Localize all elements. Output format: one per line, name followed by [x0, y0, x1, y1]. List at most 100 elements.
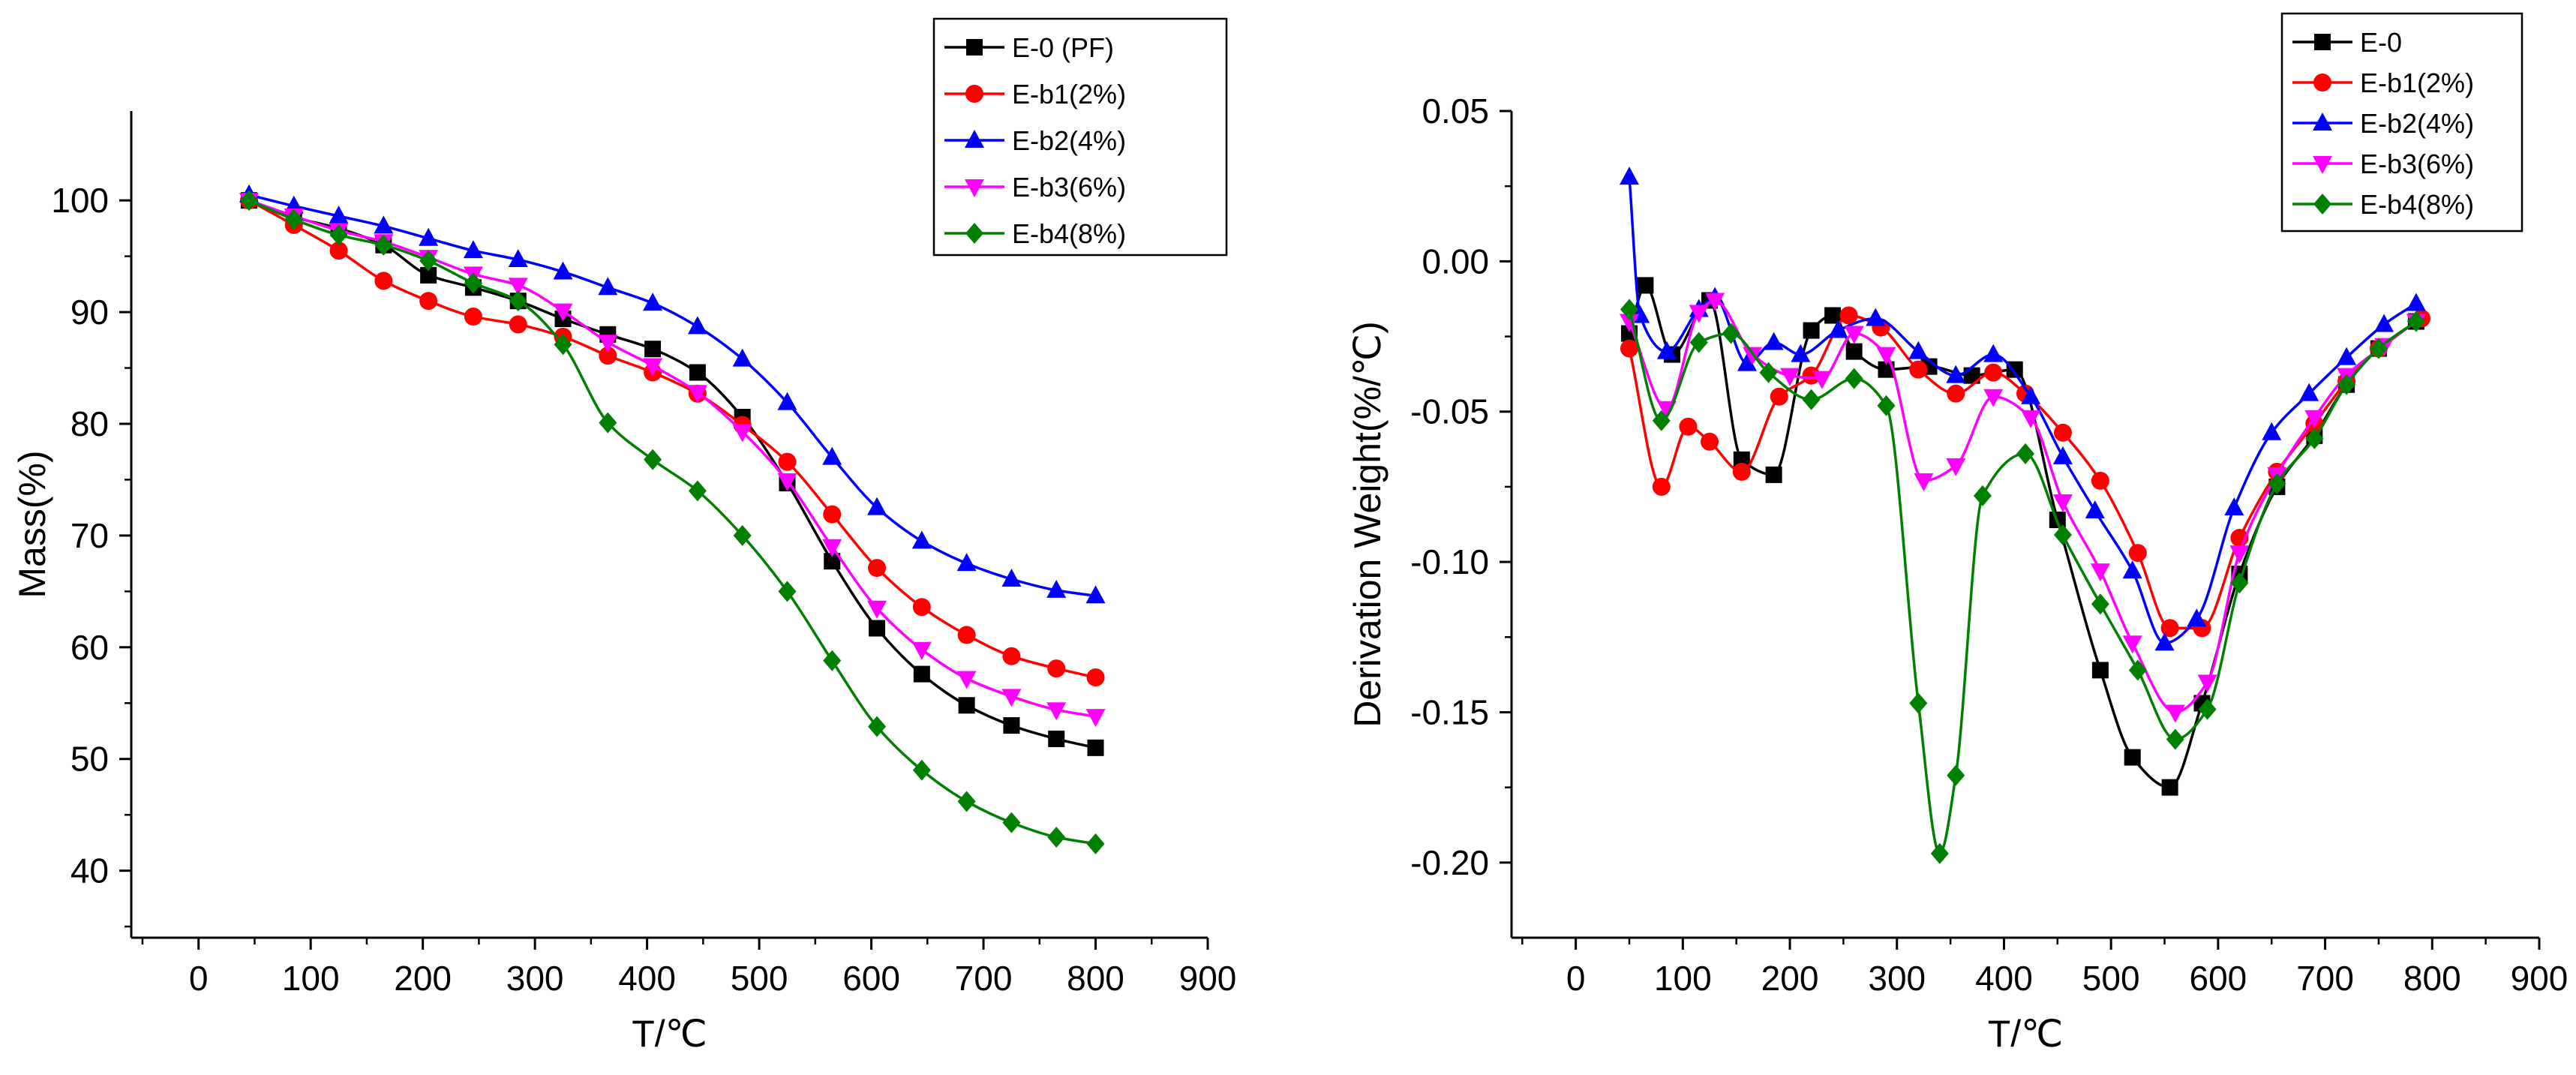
data-point — [419, 227, 439, 246]
data-point — [1908, 341, 1929, 359]
legend-marker — [965, 179, 984, 197]
data-point — [1909, 360, 1928, 379]
x-tick-label: 600 — [2190, 959, 2247, 998]
y-tick-label: 40 — [71, 851, 109, 890]
data-point — [1087, 739, 1104, 756]
data-point — [2160, 619, 2179, 638]
series-e-0 — [1620, 277, 2424, 796]
data-point — [374, 272, 393, 290]
series-e-b4-8- — [1620, 299, 2425, 864]
x-tick-label: 800 — [1067, 959, 1124, 998]
data-point — [644, 341, 662, 358]
y-axis-title: Mass(%) — [11, 450, 53, 598]
data-point — [824, 553, 841, 570]
data-point — [1620, 299, 1638, 320]
data-point — [1791, 344, 1811, 362]
data-point — [1845, 368, 1863, 389]
legend-marker — [966, 39, 983, 56]
y-tick-label: 60 — [71, 628, 109, 667]
y-tick-label: 0.05 — [1422, 92, 1489, 131]
data-point — [1002, 647, 1021, 665]
data-point — [868, 716, 887, 737]
y-tick-label: 0.00 — [1422, 242, 1489, 281]
data-point — [2304, 410, 2325, 428]
data-point — [2124, 749, 2141, 766]
data-point — [2230, 572, 2249, 594]
data-point — [869, 620, 886, 637]
data-point — [1619, 167, 1639, 185]
data-point — [374, 234, 393, 256]
data-point — [2197, 674, 2217, 693]
data-point — [553, 303, 573, 322]
legend-marker — [965, 130, 984, 148]
data-point — [329, 242, 348, 260]
data-point — [329, 224, 348, 246]
series-e-b2-4- — [239, 184, 1106, 604]
data-point — [2122, 560, 2142, 579]
data-point — [1947, 384, 1965, 403]
data-point — [2090, 563, 2110, 582]
legend-marker — [2313, 156, 2332, 174]
data-point — [778, 581, 797, 602]
data-point — [644, 449, 662, 470]
data-point — [2369, 338, 2388, 359]
data-point — [1770, 387, 1788, 406]
y-axis-title: Derivation Weight(%/℃) — [1347, 321, 1389, 728]
data-point — [2262, 422, 2282, 440]
data-point — [284, 209, 303, 230]
data-point — [2299, 383, 2319, 401]
data-point — [1984, 363, 2003, 382]
data-point — [912, 759, 931, 781]
data-point — [823, 650, 842, 671]
data-point — [2085, 500, 2105, 518]
data-point — [1689, 305, 1709, 323]
mass-chart: 0 100 200 300 400 500 600 700 800 900 40 50 60 70 80 90… — [11, 17, 1236, 1055]
legend-marker — [2313, 194, 2331, 215]
legend-label: E-b4(8%) — [1012, 218, 1126, 249]
data-point — [554, 334, 572, 356]
legend-box — [932, 17, 1228, 257]
axes: 0 100 200 300 400 500 600 700 800 900 0.05 0.00 -0.0… — [1410, 92, 2568, 998]
y-tick-label: -0.05 — [1410, 392, 1489, 431]
data-point — [957, 626, 976, 644]
data-point — [2165, 704, 2185, 723]
data-point — [2016, 443, 2034, 464]
data-point — [867, 497, 887, 515]
data-point — [868, 559, 887, 578]
data-point — [1946, 365, 1966, 383]
x-tick-label: 500 — [731, 959, 788, 998]
data-point — [2021, 386, 2041, 404]
data-point — [2122, 635, 2142, 654]
data-point — [911, 530, 932, 549]
data-point — [732, 348, 752, 367]
data-point — [822, 539, 842, 557]
legend-label: E-0 — [2360, 27, 2402, 58]
data-point — [778, 452, 797, 471]
series-e-b4-8- — [239, 190, 1105, 854]
data-point — [777, 392, 797, 410]
data-point — [687, 316, 707, 335]
data-point — [1732, 462, 1751, 481]
data-point — [643, 293, 663, 311]
data-point — [777, 473, 797, 491]
data-point — [1701, 432, 1719, 451]
data-point — [599, 412, 617, 434]
data-point — [911, 641, 932, 660]
legend-marker — [2314, 34, 2331, 50]
data-point — [1737, 353, 1757, 371]
data-point — [1047, 659, 1066, 678]
data-point — [1652, 477, 1671, 496]
legend-marker — [2313, 74, 2331, 92]
series-line — [248, 199, 1096, 845]
data-point — [2305, 428, 2324, 449]
data-point — [1780, 368, 1800, 386]
x-tick-label: 700 — [2296, 959, 2354, 998]
x-tick-label: 400 — [1975, 959, 2033, 998]
data-point — [1839, 306, 1858, 325]
legend-label: E-b3(6%) — [2360, 149, 2474, 179]
y-tick-label: 50 — [71, 740, 109, 779]
data-point — [732, 424, 752, 443]
data-point — [2166, 728, 2184, 750]
data-point — [2053, 423, 2072, 442]
data-point — [1946, 458, 1966, 476]
